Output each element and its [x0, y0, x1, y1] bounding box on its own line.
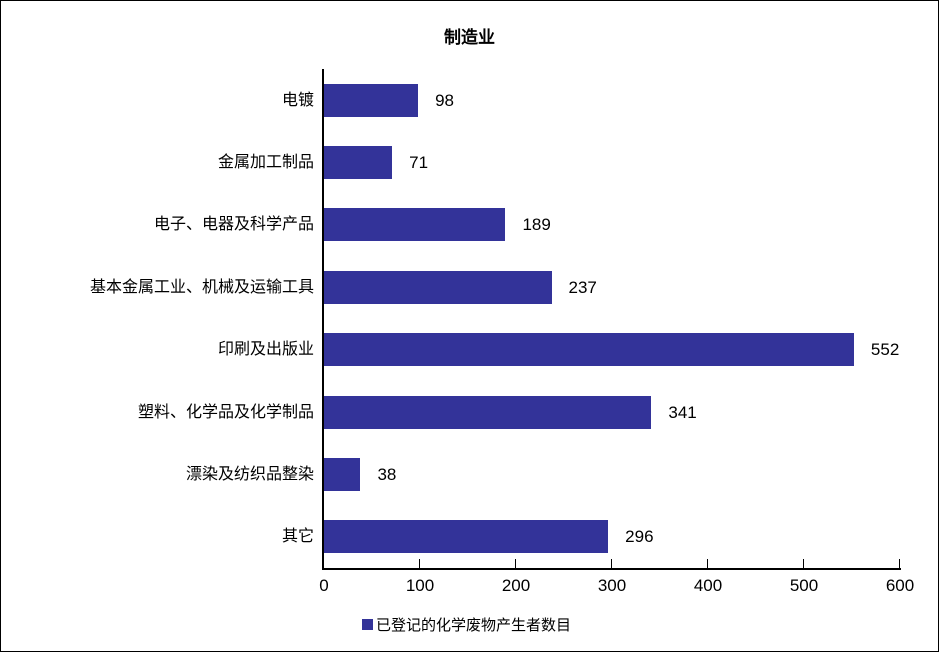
x-axis-tick [515, 559, 516, 568]
bar [324, 333, 854, 367]
category-label: 印刷及出版业 [217, 341, 314, 359]
x-axis-tick [419, 559, 420, 568]
value-label: 237 [568, 277, 597, 297]
bar [324, 146, 393, 180]
x-axis-tick-label: 500 [789, 576, 819, 595]
bar [324, 395, 652, 429]
value-label: 38 [377, 464, 397, 484]
x-axis-tick-label: 400 [693, 576, 723, 595]
category-label: 塑料、化学品及化学制品 [137, 403, 314, 421]
x-axis-tick-label: 600 [885, 576, 915, 595]
category-label: 其它 [281, 528, 314, 546]
x-axis-tick-label: 200 [501, 576, 531, 595]
x-axis-tick-label: 0 [319, 576, 329, 595]
x-axis-tick-label: 100 [405, 576, 435, 595]
category-label: 漂染及纺织品整染 [185, 465, 314, 483]
legend: 已登记的化学废物产生者数目 [362, 614, 571, 635]
bar [324, 208, 506, 242]
x-axis-tick [707, 559, 708, 568]
x-axis-tick-label: 300 [597, 576, 627, 595]
value-label: 552 [870, 340, 900, 360]
value-label: 341 [668, 402, 697, 422]
legend-label: 已登记的化学废物产生者数目 [376, 617, 572, 634]
value-label: 296 [625, 527, 654, 547]
chart-title: 制造业 [444, 28, 495, 47]
bar [324, 83, 419, 117]
y-axis [322, 69, 324, 570]
bar [324, 270, 552, 304]
x-axis-tick [611, 559, 612, 568]
category-label: 基本金属工业、机械及运输工具 [89, 278, 314, 296]
bar [324, 520, 609, 554]
value-label: 71 [409, 153, 429, 173]
x-axis-tick [899, 559, 900, 568]
x-axis [322, 568, 901, 570]
plot-area: 98 71 189 237 552 341 38 296 [322, 69, 901, 570]
category-label: 电子、电器及科学产品 [153, 216, 314, 234]
legend-marker-icon [362, 619, 373, 630]
x-axis-tick [803, 559, 804, 568]
value-label: 98 [435, 90, 454, 110]
category-label: 金属加工制品 [217, 154, 314, 172]
category-label: 电镀 [281, 91, 314, 109]
bar [324, 457, 361, 491]
value-label: 189 [522, 215, 551, 235]
